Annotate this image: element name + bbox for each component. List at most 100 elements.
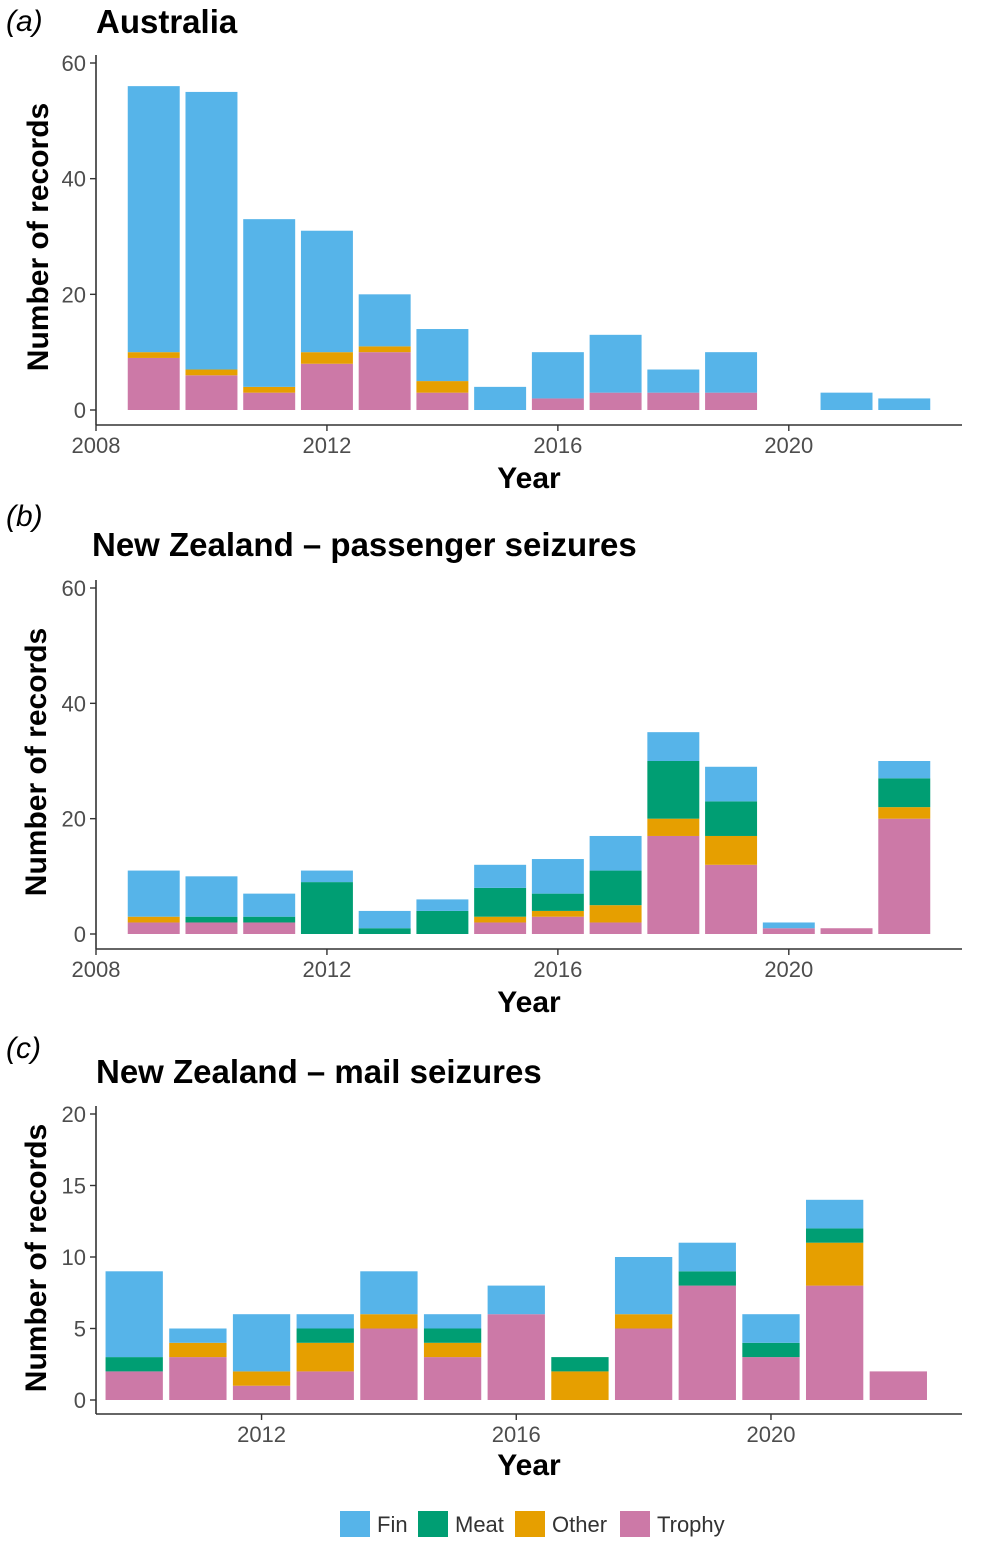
y-tick-label: 20 bbox=[62, 807, 86, 832]
x-tick-label: 2016 bbox=[492, 1422, 541, 1447]
bar-2015-other bbox=[474, 916, 527, 923]
bar-2012-trophy bbox=[300, 363, 353, 410]
bar-2011-fin bbox=[169, 1328, 227, 1343]
legend: Fin Meat Other Trophy bbox=[340, 1511, 725, 1537]
bar-2017-meat bbox=[551, 1357, 609, 1372]
y-tick-label: 0 bbox=[74, 922, 86, 947]
bars bbox=[127, 732, 931, 934]
bar-2016-fin bbox=[531, 352, 584, 399]
bar-2012-fin bbox=[232, 1314, 291, 1372]
panel-title: New Zealand – mail seizures bbox=[96, 1053, 542, 1090]
bar-2022-fin bbox=[878, 761, 931, 779]
bar-2016-fin bbox=[487, 1285, 545, 1315]
bar-2015-fin bbox=[423, 1314, 482, 1329]
x-tick-label: 2020 bbox=[746, 1422, 795, 1447]
bar-2017-meat bbox=[589, 870, 642, 906]
panel-b-new-zealand-passenger: (b) New Zealand – passenger seizures 0 20… bbox=[6, 500, 962, 1019]
bar-2019-trophy bbox=[678, 1285, 736, 1400]
bar-2011-trophy bbox=[243, 392, 296, 410]
bar-2010-fin bbox=[105, 1271, 163, 1358]
bar-2020-fin bbox=[742, 1314, 800, 1343]
bar-2019-fin bbox=[705, 352, 758, 393]
legend-swatch-trophy bbox=[620, 1511, 650, 1537]
legend-label-other: Other bbox=[552, 1512, 607, 1537]
x-axis-title: Year bbox=[497, 1449, 561, 1482]
x-tick-label: 2020 bbox=[764, 433, 813, 458]
bar-2015-fin bbox=[474, 386, 527, 410]
bar-2021-meat bbox=[805, 1228, 864, 1243]
bar-2013-other bbox=[358, 346, 411, 353]
plot-area: 0 5 10 15 20 2012 2016 2020 bbox=[62, 1102, 962, 1447]
bar-2009-trophy bbox=[127, 922, 180, 934]
y-axis-title: Number of records bbox=[20, 628, 53, 896]
bar-2011-fin bbox=[243, 893, 296, 917]
bar-2018-fin bbox=[614, 1257, 673, 1315]
bars bbox=[105, 1199, 927, 1400]
bar-2018-meat bbox=[647, 761, 700, 819]
y-tick-label: 40 bbox=[62, 167, 86, 192]
panel-a-australia: (a) Australia 0 20 40 60 2008 2012 2016 2020 Ye… bbox=[6, 3, 962, 495]
bar-2018-trophy bbox=[647, 835, 700, 934]
panel-label: (a) bbox=[6, 5, 43, 38]
y-tick-label: 0 bbox=[74, 398, 86, 423]
bar-2009-other bbox=[127, 916, 180, 923]
x-tick-label: 2008 bbox=[72, 433, 121, 458]
bar-2022-fin bbox=[878, 398, 931, 410]
y-tick-label: 15 bbox=[62, 1174, 86, 1199]
bar-2011-other bbox=[169, 1342, 227, 1358]
plot-area: 0 20 40 60 2008 2012 2016 2020 bbox=[62, 51, 962, 458]
bar-2019-other bbox=[705, 835, 758, 865]
x-tick-label: 2008 bbox=[72, 957, 121, 982]
y-tick-label: 60 bbox=[62, 576, 86, 601]
bar-2020-meat bbox=[742, 1342, 800, 1358]
bar-2010-fin bbox=[185, 876, 238, 917]
y-tick-label: 5 bbox=[74, 1317, 86, 1342]
bar-2019-trophy bbox=[705, 392, 758, 410]
legend-label-meat: Meat bbox=[455, 1512, 504, 1537]
bar-2016-trophy bbox=[531, 398, 584, 410]
bar-2013-fin bbox=[358, 294, 411, 347]
bar-2021-other bbox=[805, 1242, 864, 1286]
bar-2014-fin bbox=[416, 329, 469, 382]
bar-2018-other bbox=[614, 1314, 673, 1329]
bar-2019-fin bbox=[678, 1242, 736, 1272]
bar-2011-other bbox=[243, 386, 296, 393]
bar-2012-fin bbox=[300, 870, 353, 883]
x-axis-title: Year bbox=[497, 462, 561, 495]
bar-2013-other bbox=[296, 1342, 354, 1372]
bar-2019-meat bbox=[705, 801, 758, 836]
bar-2015-fin bbox=[474, 864, 527, 888]
bar-2021-fin bbox=[820, 392, 873, 410]
x-tick-label: 2016 bbox=[533, 957, 582, 982]
bar-2020-trophy bbox=[762, 928, 815, 934]
legend-swatch-other bbox=[515, 1511, 545, 1537]
bar-2012-other bbox=[300, 352, 353, 364]
legend-swatch-meat bbox=[418, 1511, 448, 1537]
y-tick-label: 40 bbox=[62, 691, 86, 716]
bar-2011-fin bbox=[243, 219, 296, 387]
bar-2013-fin bbox=[358, 910, 411, 929]
y-axis-title: Number of records bbox=[22, 103, 55, 371]
bar-2014-trophy bbox=[416, 392, 469, 410]
bar-2013-trophy bbox=[358, 352, 411, 410]
bar-2022-trophy bbox=[869, 1371, 927, 1400]
y-tick-label: 20 bbox=[62, 282, 86, 307]
panel-title: Australia bbox=[96, 3, 238, 40]
bar-2018-trophy bbox=[647, 392, 700, 410]
y-tick-label: 60 bbox=[62, 51, 86, 76]
bar-2015-other bbox=[423, 1342, 482, 1358]
bar-2009-fin bbox=[127, 870, 180, 917]
bar-2016-other bbox=[531, 910, 584, 917]
bar-2019-meat bbox=[678, 1271, 736, 1286]
x-axis-title: Year bbox=[497, 986, 561, 1019]
panel-label: (b) bbox=[6, 500, 43, 533]
bar-2019-fin bbox=[705, 766, 758, 802]
bar-2011-trophy bbox=[243, 922, 296, 934]
bar-2014-fin bbox=[360, 1271, 418, 1315]
bar-2015-trophy bbox=[474, 922, 527, 934]
bar-2018-fin bbox=[647, 732, 700, 761]
bar-2014-trophy bbox=[360, 1328, 418, 1400]
legend-label-fin: Fin bbox=[377, 1512, 408, 1537]
bar-2010-trophy bbox=[105, 1371, 163, 1400]
y-tick-label: 20 bbox=[62, 1102, 86, 1127]
